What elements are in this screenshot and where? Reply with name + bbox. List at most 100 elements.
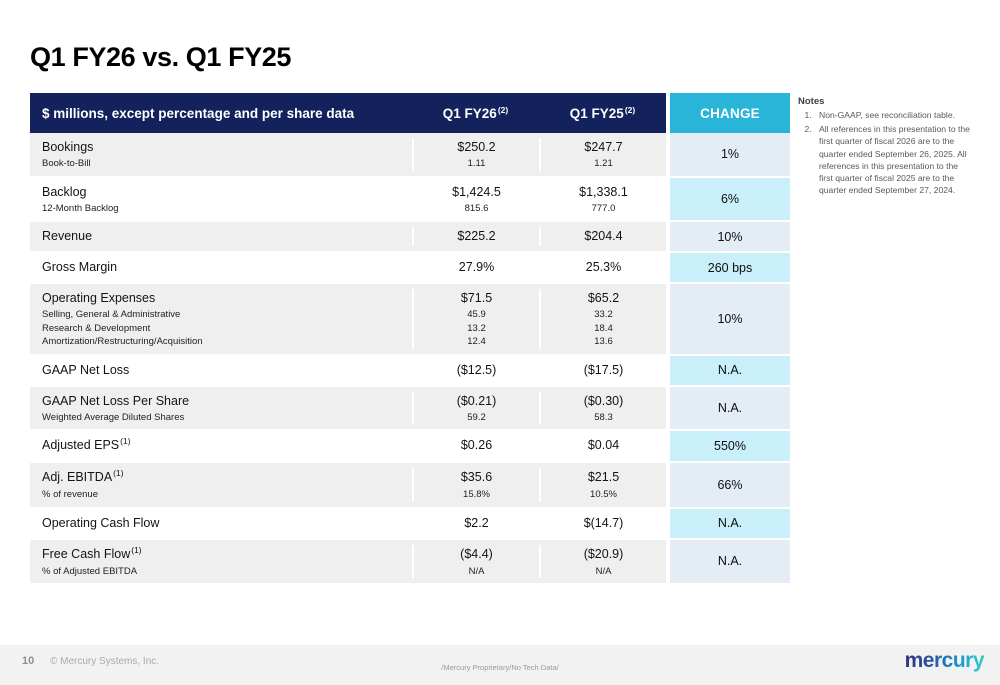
row-sub-value-fy26: 815.6: [412, 201, 539, 215]
row-label: GAAP Net Loss: [30, 361, 412, 380]
row-label-text: GAAP Net Loss Per Share: [42, 393, 190, 408]
row-sub-value-fy25: 18.4: [539, 321, 666, 335]
note-item: All references in this presentation to t…: [814, 123, 972, 196]
row-sub-value-fy25: 58.3: [539, 410, 666, 424]
table-row: Revenue $225.2 $204.4 10%: [30, 222, 790, 253]
row-value-fy26: $0.26: [412, 436, 539, 456]
row-value-fy25: $65.2: [539, 289, 666, 308]
row-grid: Revenue $225.2 $204.4: [30, 222, 666, 251]
financial-table: $ millions, except percentage and per sh…: [30, 93, 790, 585]
row-label-text: Backlog: [42, 184, 87, 199]
row-grid: Gross Margin 27.9% 25.3%: [30, 253, 666, 282]
row-sub-value-fy26: 15.8%: [412, 488, 539, 502]
row-grid: Adjusted EPS(1) $0.26 $0.04: [30, 431, 666, 461]
row-value-fy25: 25.3%: [539, 258, 666, 277]
table-header-row: $ millions, except percentage and per sh…: [30, 93, 790, 133]
row-sub-value-fy25: 13.6: [539, 335, 666, 349]
row-label: GAAP Net Loss Per Share: [30, 392, 412, 411]
row-grid: GAAP Net Loss Per Share ($0.21) ($0.30) Wei…: [30, 386, 666, 429]
row-sub-value-fy26: 1.11: [412, 157, 539, 171]
row-change-value: N.A.: [670, 508, 790, 538]
row-change-value: 6%: [670, 177, 790, 220]
row-grid: Backlog $1,424.5 $1,338.1 12-Month Backlog 8…: [30, 177, 666, 220]
table-row: GAAP Net Loss Per Share ($0.21) ($0.30) Wei…: [30, 386, 790, 431]
row-sub-label: Selling, General & Administrative: [42, 309, 181, 320]
table-row: Backlog $1,424.5 $1,338.1 12-Month Backlog 8…: [30, 177, 790, 222]
copyright-text: © Mercury Systems, Inc.: [50, 656, 160, 667]
footer-band: [0, 645, 1000, 685]
table-row: Bookings $250.2 $247.7 Book-to-Bill 1.11 1.21…: [30, 133, 790, 178]
row-value-fy25: $247.7: [539, 138, 666, 157]
footnote-sup: (2): [497, 104, 509, 115]
footnote-sup: (1): [113, 468, 124, 478]
row-value-fy25: $(14.7): [539, 513, 666, 533]
table-row: Adjusted EPS(1) $0.26 $0.04 550%: [30, 431, 790, 463]
row-label: Operating Cash Flow: [30, 514, 412, 533]
row-value-fy25: $21.5: [539, 468, 666, 488]
row-sub-value-fy26: N/A: [412, 564, 539, 578]
row-label: Gross Margin: [30, 258, 412, 277]
footnote-sup: (1): [131, 544, 142, 555]
row-grid: GAAP Net Loss ($12.5) ($17.5): [30, 355, 666, 385]
row-value-fy26: 27.9%: [412, 258, 539, 277]
header-col-q1fy25: Q1 FY25(2): [539, 105, 666, 121]
table-body: Bookings $250.2 $247.7 Book-to-Bill 1.11 1.21…: [30, 133, 790, 585]
row-sub-label: % of Adjusted EBITDA: [42, 565, 138, 577]
row-label-text: Adjusted EPS: [42, 438, 120, 452]
table-row: Operating Expenses $71.5 $65.2 Selling, Gen…: [30, 284, 790, 356]
row-label-text: Adj. EBITDA: [42, 470, 113, 484]
row-grid: Adj. EBITDA(1) $35.6 $21.5% of revenue 15.8…: [30, 463, 666, 507]
row-sub-label: Book-to-Bill: [42, 158, 91, 169]
mercury-logo: mercury: [904, 649, 985, 672]
page-number: 10: [22, 655, 35, 667]
row-label: Bookings: [30, 138, 412, 157]
row-label: Free Cash Flow(1): [30, 545, 412, 565]
row-label-text: Bookings: [42, 140, 94, 154]
row-value-fy26: ($0.21): [412, 391, 539, 411]
row-label: Operating Expenses: [30, 289, 412, 308]
page-title: Q1 FY26 vs. Q1 FY25: [30, 42, 292, 72]
row-value-fy26: ($4.4): [412, 544, 539, 565]
row-change-value: 550%: [670, 431, 790, 461]
row-value-fy25: ($17.5): [539, 360, 666, 380]
row-sub-value-fy25: N/A: [539, 564, 666, 578]
row-sub-value-fy26: 59.2: [412, 410, 539, 424]
classification-text: /Mercury Proprietary/No Tech Data/: [441, 663, 559, 672]
row-sub-value-fy25: 33.2: [539, 308, 666, 322]
row-value-fy26: ($12.5): [412, 360, 539, 380]
table-row: Gross Margin 27.9% 25.3% 260 bps: [30, 253, 790, 284]
row-value-fy25: $0.04: [539, 436, 666, 456]
row-label-text: Operating Expenses: [42, 291, 156, 305]
note-item: Non-GAAP, see reconciliation table.: [814, 109, 972, 121]
row-sub-label: Amortization/Restructuring/Acquisition: [42, 336, 203, 347]
row-value-fy25: $1,338.1: [539, 182, 666, 202]
row-change-value: 66%: [670, 463, 790, 507]
row-value-fy25: $204.4: [539, 227, 666, 246]
row-change-value: 260 bps: [670, 253, 790, 282]
row-sub-value-fy26: 45.9: [412, 308, 539, 322]
row-change-value: N.A.: [670, 539, 790, 583]
header-col-change: CHANGE: [670, 93, 790, 133]
row-change-value: 10%: [670, 222, 790, 251]
row-grid: Operating Cash Flow $2.2 $(14.7): [30, 508, 666, 538]
row-label-text: Free Cash Flow: [42, 546, 131, 561]
row-value-fy26: $71.5: [412, 289, 539, 308]
row-value-fy26: $35.6: [412, 468, 539, 488]
header-col-q1fy26: Q1 FY26(2): [412, 104, 539, 121]
header-col-q1fy26-text: Q1 FY26: [442, 105, 497, 121]
row-label: Adjusted EPS(1): [30, 436, 412, 456]
notes-panel: Notes Non-GAAP, see reconciliation table…: [798, 96, 972, 198]
row-value-fy26: $250.2: [412, 138, 539, 157]
header-units-label: $ millions, except percentage and per sh…: [42, 105, 355, 121]
row-label-text: GAAP Net Loss: [42, 362, 130, 377]
row-change-value: N.A.: [670, 355, 790, 385]
row-sub-value-fy25: 1.21: [539, 157, 666, 171]
notes-heading: Notes: [798, 96, 825, 107]
row-sub-value-fy25: 777.0: [539, 201, 666, 215]
row-sub-value-fy25: 10.5%: [539, 488, 666, 502]
row-label-text: Operating Cash Flow: [42, 515, 160, 530]
row-value-fy25: ($20.9): [539, 544, 666, 565]
table-row: Adj. EBITDA(1) $35.6 $21.5% of revenue 15.8…: [30, 463, 790, 509]
row-label: Backlog: [30, 183, 412, 202]
